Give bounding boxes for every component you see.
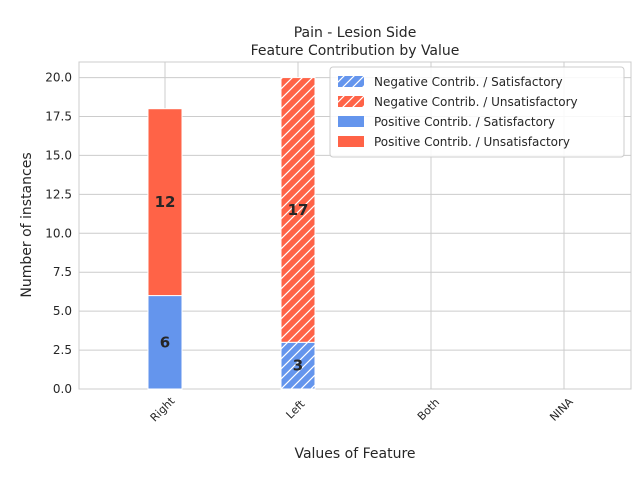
x-tick-label: NINA	[547, 395, 576, 424]
y-tick-label: 12.5	[45, 187, 72, 201]
bars	[147, 77, 316, 390]
legend-swatch	[338, 116, 364, 127]
y-tick-label: 15.0	[45, 148, 72, 162]
bar-value-label: 3	[293, 357, 303, 375]
x-axis-label: Values of Feature	[294, 446, 415, 462]
y-axis-label: Number of instances	[19, 152, 35, 297]
data-labels: 6 12 3 17	[155, 193, 309, 375]
y-tick-label: 20.0	[45, 71, 72, 85]
x-tick-label: Both	[415, 396, 442, 423]
y-tick-label: 5.0	[53, 304, 72, 318]
bar-value-label: 6	[160, 333, 170, 351]
y-axis-ticks: 0.0 2.5 5.0 7.5 10.0 12.5 15.0 17.5 20.0	[45, 71, 72, 396]
legend-box	[329, 66, 625, 158]
bar-segment	[147, 295, 183, 390]
bar-hatch	[281, 342, 315, 389]
y-tick-label: 2.5	[53, 343, 72, 357]
legend-swatch	[338, 136, 364, 147]
legend-swatch-hatch	[338, 76, 364, 87]
chart-subtitle: Feature Contribution by Value	[251, 43, 460, 59]
y-tick-label: 10.0	[45, 226, 72, 240]
legend-entry: Negative Contrib. / Satisfactory	[374, 75, 563, 89]
legend-swatch-hatch	[338, 96, 364, 107]
y-tick-label: 0.0	[53, 382, 72, 396]
x-tick-label: Left	[284, 397, 308, 421]
legend-entry: Positive Contrib. / Unsatisfactory	[374, 135, 570, 149]
legend-entry: Negative Contrib. / Unsatisfactory	[374, 95, 578, 109]
y-tick-label: 17.5	[45, 110, 72, 124]
x-tick-label: Right	[148, 394, 178, 424]
bar-value-label: 17	[288, 201, 309, 219]
x-axis-ticks: Right Left Both NINA	[148, 394, 576, 424]
bar-hatch	[281, 77, 315, 343]
bar-segment	[147, 108, 183, 297]
y-tick-label: 7.5	[53, 265, 72, 279]
legend: Negative Contrib. / Satisfactory Negative…	[329, 66, 625, 158]
chart-title: Pain - Lesion Side	[294, 25, 417, 41]
bar-value-label: 12	[155, 193, 176, 211]
legend-entry: Positive Contrib. / Satisfactory	[374, 115, 555, 129]
